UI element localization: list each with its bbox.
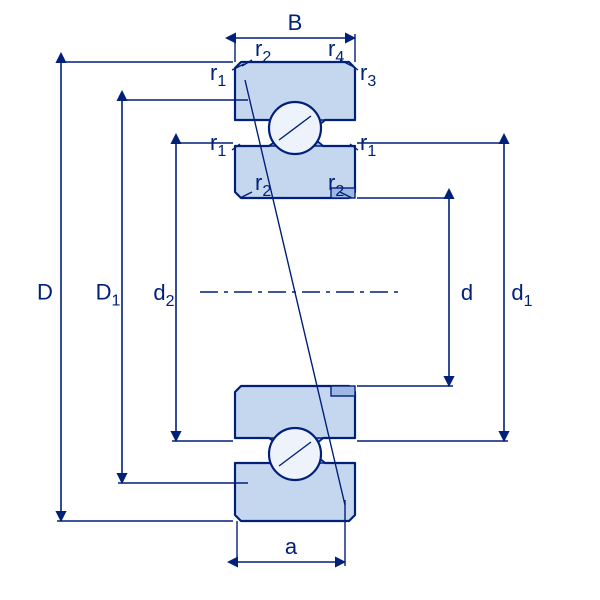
svg-text:r1: r1	[210, 130, 226, 160]
svg-text:a: a	[285, 534, 298, 559]
svg-text:r1: r1	[360, 130, 376, 160]
svg-text:r1: r1	[210, 60, 226, 90]
svg-text:B: B	[288, 10, 303, 35]
svg-text:d: d	[461, 280, 473, 305]
svg-text:D1: D1	[96, 280, 121, 310]
svg-text:d1: d1	[511, 280, 532, 310]
bearing-cross-section-diagram: BaDD1d2dd1r2r4r1r3r1r1r2r2	[0, 0, 600, 600]
svg-text:r3: r3	[360, 60, 376, 90]
svg-text:d2: d2	[153, 280, 174, 310]
svg-text:D: D	[37, 280, 53, 305]
